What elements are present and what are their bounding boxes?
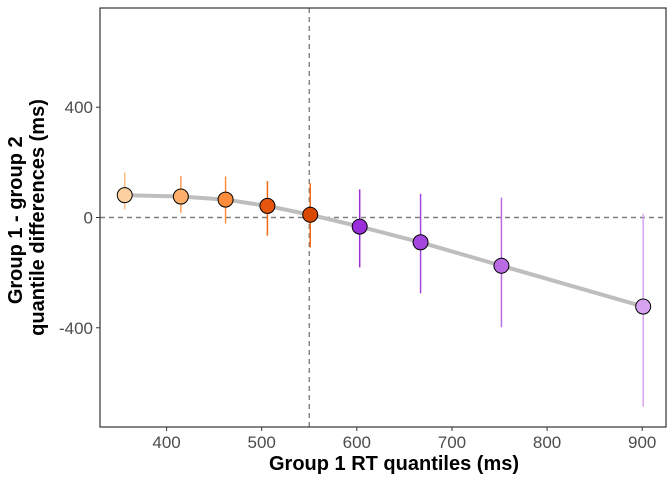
reference-lines (100, 8, 666, 427)
x-tick-label-600: 600 (343, 433, 371, 452)
y-axis-title-line-2: quantile differences (ms) (27, 99, 49, 336)
y-axis: -400 0 400 (59, 98, 100, 338)
data-points (116, 187, 652, 315)
x-tick-label-900: 900 (628, 433, 656, 452)
x-tick-label-700: 700 (438, 433, 466, 452)
data-point-6 (351, 218, 368, 235)
x-tick-label-500: 500 (248, 433, 276, 452)
x-axis-title: Group 1 RT quantiles (ms) (269, 453, 519, 475)
data-point-7 (412, 234, 429, 251)
data-point-3 (217, 191, 234, 208)
trend-line (122, 193, 646, 309)
x-tick-label-400: 400 (152, 433, 180, 452)
y-tick-label-400: 400 (65, 98, 93, 117)
y-axis-title: Group 1 - group 2 quantile differences (… (5, 99, 49, 336)
x-tick-label-800: 800 (533, 433, 561, 452)
error-bars (123, 172, 644, 407)
data-point-8 (493, 257, 510, 274)
trend-line-group (122, 193, 646, 309)
y-tick-label--400: -400 (59, 319, 93, 338)
data-point-9 (635, 298, 652, 315)
data-point-5 (302, 206, 319, 223)
x-axis: 400 500 600 700 800 900 (152, 427, 656, 452)
data-point-1 (116, 187, 133, 204)
y-axis-title-line-1: Group 1 - group 2 (5, 136, 27, 304)
data-point-2 (172, 188, 189, 205)
y-tick-label-0: 0 (84, 209, 93, 228)
data-point-4 (259, 197, 276, 214)
